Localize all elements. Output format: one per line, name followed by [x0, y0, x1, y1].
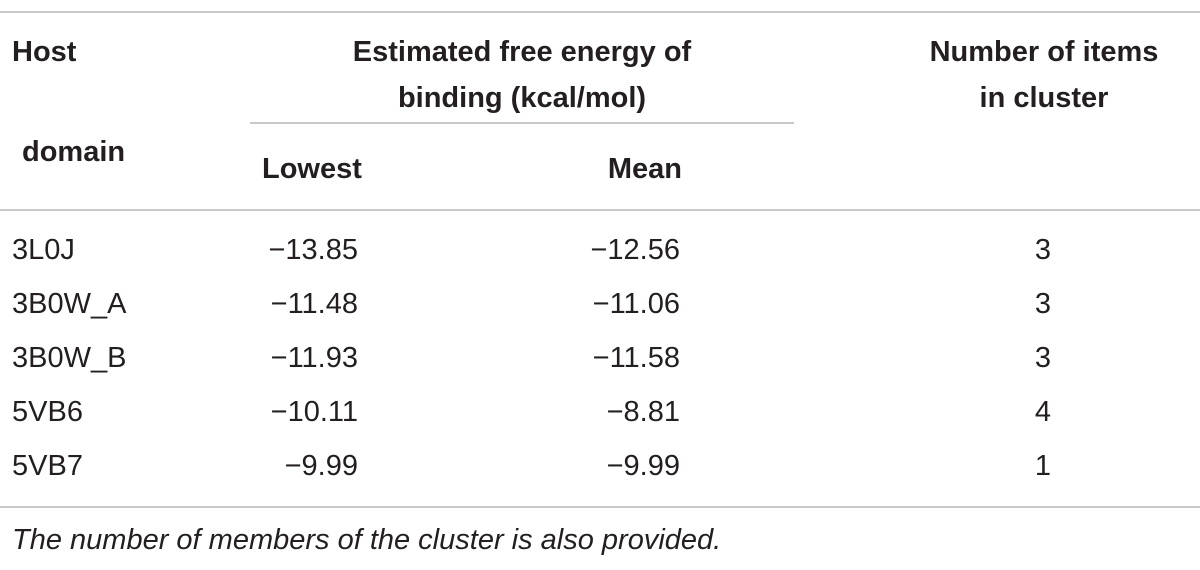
cell-lowest: −13.85 [268, 234, 358, 266]
header-energy-line1: Estimated free energy of [352, 36, 692, 68]
cell-lowest: −10.11 [270, 396, 358, 428]
header-subrule [250, 122, 794, 124]
cell-lowest: −11.93 [270, 342, 358, 374]
header-energy-line2: binding (kcal/mol) [397, 82, 647, 114]
header-rule [0, 209, 1200, 211]
cell-lowest: −9.99 [284, 450, 358, 482]
cell-items: 3 [1034, 342, 1052, 374]
cell-mean: −8.81 [606, 396, 680, 428]
header-mean: Mean [607, 153, 682, 185]
cell-lowest: −11.48 [270, 288, 358, 320]
header-items-line1: Number of items [929, 36, 1159, 68]
cell-host: 3B0W_A [12, 288, 127, 320]
bottom-rule [0, 506, 1200, 508]
cell-items: 1 [1034, 450, 1052, 482]
header-host: Host [12, 36, 77, 68]
cell-mean: −12.56 [590, 234, 680, 266]
header-lowest: Lowest [262, 153, 362, 185]
cell-host: 3L0J [12, 234, 75, 266]
cell-mean: −11.58 [592, 342, 680, 374]
cell-mean: −9.99 [606, 450, 680, 482]
cell-mean: −11.06 [592, 288, 680, 320]
cell-items: 3 [1034, 234, 1052, 266]
cell-items: 4 [1034, 396, 1052, 428]
cell-host: 3B0W_B [12, 342, 127, 374]
cell-items: 3 [1034, 288, 1052, 320]
cell-host: 5VB7 [12, 450, 83, 482]
table-footnote: The number of members of the cluster is … [12, 524, 722, 556]
cell-host: 5VB6 [12, 396, 83, 428]
header-domain: domain [22, 136, 126, 168]
header-items-line2: in cluster [979, 82, 1109, 114]
top-rule [0, 11, 1200, 13]
